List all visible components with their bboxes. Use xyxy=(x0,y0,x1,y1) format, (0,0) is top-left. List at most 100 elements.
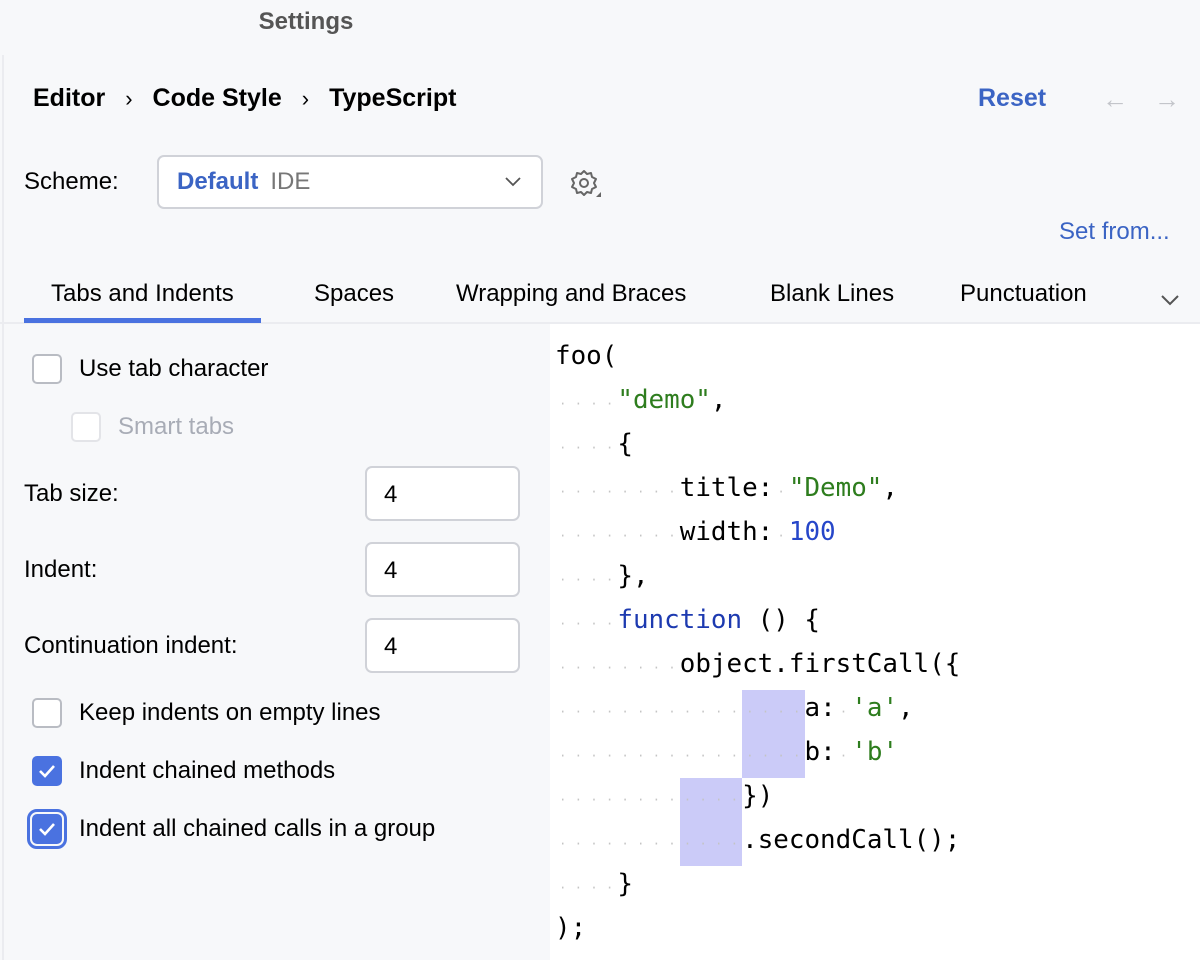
whitespace-dot: · xyxy=(668,529,676,543)
whitespace-dot: · xyxy=(699,705,707,719)
checkmark-icon[interactable] xyxy=(27,809,67,849)
indent-all-chained-calls-checkbox[interactable]: Indent all chained calls in a group xyxy=(27,809,435,849)
breadcrumb-code-style[interactable]: Code Style xyxy=(152,84,282,112)
scheme-dropdown[interactable]: Default IDE xyxy=(157,155,543,209)
checkbox[interactable] xyxy=(32,354,62,384)
indent-chained-methods-checkbox[interactable]: Indent chained methods xyxy=(32,756,335,786)
code-line: · · · · · · · · · · · · .secondCall(); xyxy=(550,818,1200,866)
whitespace-dot: · xyxy=(574,573,582,587)
whitespace-dot: · xyxy=(605,485,614,499)
options-panel: Use tab character Smart tabs Tab size: 4… xyxy=(4,324,549,960)
code-token: "Demo" xyxy=(788,473,883,503)
arrow-right-icon[interactable]: → xyxy=(1154,84,1180,114)
code-token: 'b' xyxy=(851,737,899,767)
whitespace-dot: · xyxy=(559,617,567,631)
whitespace-dot: · xyxy=(590,529,598,543)
whitespace-dot: · xyxy=(679,778,696,822)
whitespace-dot: · xyxy=(742,734,758,778)
code-line: · · · ·{ xyxy=(550,422,1200,466)
whitespace-dot: · xyxy=(742,690,758,734)
continuation-indent-input[interactable]: 4 xyxy=(365,618,520,673)
whitespace-dot: · xyxy=(621,837,629,851)
code-line: · · · · · · · · object.firstCall({ xyxy=(550,642,1200,686)
whitespace-dot: · xyxy=(590,837,598,851)
arrow-left-icon[interactable]: ← xyxy=(1102,84,1128,114)
tab-tabs-and-indents[interactable]: Tabs and Indents xyxy=(24,280,261,323)
whitespace-dot: · xyxy=(730,705,738,719)
use-tab-character-checkbox[interactable]: Use tab character xyxy=(32,354,268,384)
indent-label: Indent: xyxy=(24,556,98,583)
whitespace-dot: · xyxy=(605,529,614,543)
code-token: }) xyxy=(742,781,774,811)
chevron-right-icon: › xyxy=(125,85,133,111)
whitespace-dot: · xyxy=(605,749,614,763)
gear-icon[interactable] xyxy=(569,168,603,202)
whitespace-dot: · xyxy=(574,441,582,455)
whitespace-dot: · xyxy=(652,529,660,543)
tab-wrapping-and-braces[interactable]: Wrapping and Braces xyxy=(456,280,687,307)
whitespace-dot: · xyxy=(652,661,660,675)
code-token: ); xyxy=(555,913,587,943)
checkbox xyxy=(71,412,101,442)
whitespace-dot: · xyxy=(839,705,848,719)
whitespace-dot: · xyxy=(621,661,629,675)
checkmark-icon[interactable] xyxy=(32,756,62,786)
code-token: foo( xyxy=(555,341,618,371)
whitespace-dot: · xyxy=(590,881,598,895)
whitespace-dot: · xyxy=(605,837,614,851)
whitespace-dot: · xyxy=(788,734,805,778)
reset-button[interactable]: Reset xyxy=(978,84,1047,112)
whitespace-dot: · xyxy=(637,749,645,763)
panel-divider xyxy=(2,55,4,960)
whitespace-dot: · xyxy=(590,661,598,675)
whitespace-dot: · xyxy=(668,485,676,499)
whitespace-dot: · xyxy=(710,822,727,866)
whitespace-dot: · xyxy=(559,485,567,499)
chevron-down-icon[interactable] xyxy=(1158,288,1182,312)
indent-input[interactable]: 4 xyxy=(365,542,520,597)
code-token: function xyxy=(617,605,743,635)
whitespace-dot: · xyxy=(715,705,723,719)
tab-bar: Tabs and Indents Spaces Wrapping and Bra… xyxy=(0,278,1200,324)
tab-blank-lines[interactable]: Blank Lines xyxy=(770,280,895,307)
whitespace-dot: · xyxy=(559,661,567,675)
tab-size-input[interactable]: 4 xyxy=(365,466,520,521)
window-title: Settings xyxy=(258,8,354,35)
whitespace-dot: · xyxy=(590,617,598,631)
whitespace-dot: · xyxy=(559,837,567,851)
code-token: } xyxy=(617,869,633,899)
tab-punctuation[interactable]: Punctuation xyxy=(960,280,1087,307)
continuation-indent-label: Continuation indent: xyxy=(24,632,238,659)
scheme-kind: IDE xyxy=(270,168,311,195)
whitespace-dot: · xyxy=(621,705,629,719)
breadcrumb-editor[interactable]: Editor xyxy=(33,84,106,112)
whitespace-dot: · xyxy=(574,793,582,807)
whitespace-dot: · xyxy=(559,441,567,455)
code-line: · · · · · · · · width: · 100 xyxy=(550,510,1200,554)
set-from-link[interactable]: Set from... xyxy=(1059,218,1170,245)
whitespace-dot: · xyxy=(605,397,614,411)
code-token: object.firstCall({ xyxy=(679,649,961,679)
code-line: ); xyxy=(550,906,1200,950)
keep-indents-checkbox[interactable]: Keep indents on empty lines xyxy=(32,698,381,728)
keep-indents-label: Keep indents on empty lines xyxy=(79,699,381,726)
tab-spaces[interactable]: Spaces xyxy=(314,280,395,307)
whitespace-dot: · xyxy=(605,793,614,807)
breadcrumb-typescript: TypeScript xyxy=(329,84,457,112)
code-token: , xyxy=(898,693,914,723)
whitespace-dot: · xyxy=(715,749,723,763)
whitespace-dot: · xyxy=(605,441,614,455)
whitespace-dot: · xyxy=(590,793,598,807)
whitespace-dot: · xyxy=(757,690,774,734)
whitespace-dot: · xyxy=(777,485,785,499)
whitespace-dot: · xyxy=(726,822,743,866)
whitespace-dot: · xyxy=(590,485,598,499)
code-line: foo( xyxy=(550,334,1200,378)
whitespace-dot: · xyxy=(605,617,614,631)
code-token: { xyxy=(617,429,633,459)
whitespace-dot: · xyxy=(559,573,567,587)
whitespace-dot: · xyxy=(637,661,645,675)
checkbox[interactable] xyxy=(32,698,62,728)
whitespace-dot: · xyxy=(668,705,676,719)
whitespace-dot: · xyxy=(574,705,582,719)
